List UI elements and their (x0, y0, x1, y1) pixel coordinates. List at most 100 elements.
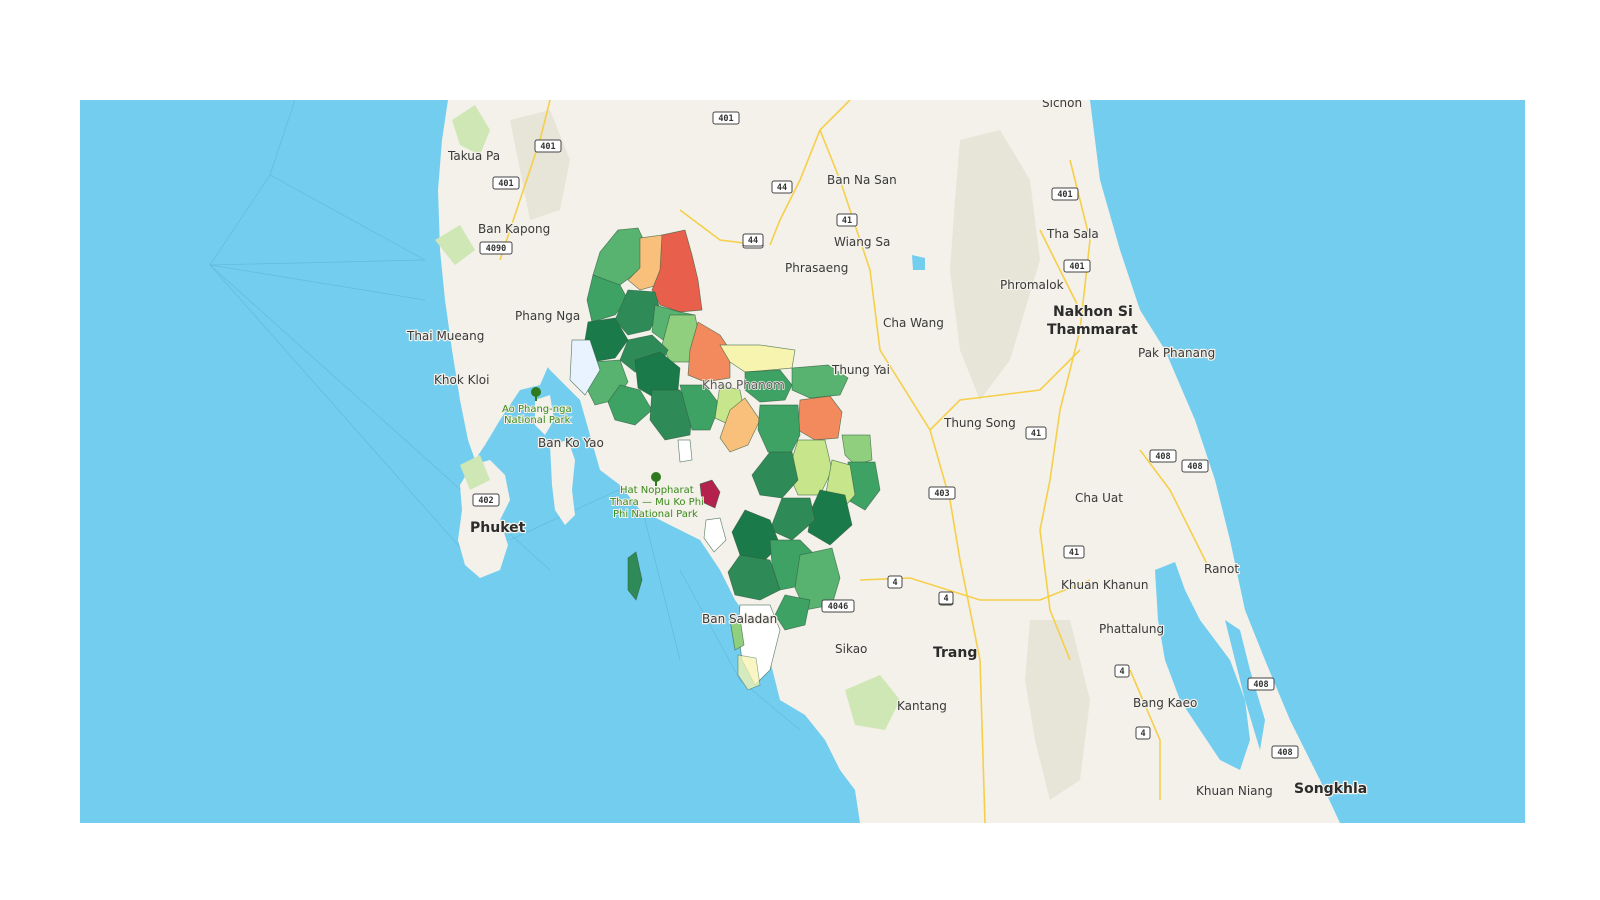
road-shield: 401 (492, 176, 520, 190)
road-shield: 44 (742, 233, 764, 247)
road-shield: 401 (534, 139, 562, 153)
road-shield-label: 44 (748, 236, 758, 246)
road-shield: 41 (1025, 426, 1047, 440)
place-label: Trang (933, 645, 977, 661)
place-label: Takua Pa (447, 149, 500, 163)
place-label: Ban Saladan (702, 612, 777, 626)
road-shield-label: 408 (1253, 680, 1268, 690)
place-label: Cha Wang (883, 316, 944, 330)
road-shield-label: 401 (498, 179, 513, 189)
park-areas (435, 105, 900, 730)
place-label: Phromalok (1000, 278, 1064, 292)
road-shield: 4 (887, 575, 903, 589)
place-label: Cha Uat (1075, 491, 1123, 505)
place-labels: Sichon Takua Pa Ban Na San Ban Kapong Wi… (405, 100, 1369, 799)
road-shield-label: 4 (892, 578, 897, 588)
map-svg[interactable]: Sichon Takua Pa Ban Na San Ban Kapong Wi… (80, 100, 1525, 823)
district-region[interactable] (719, 344, 796, 373)
place-label: Phattalung (1099, 622, 1164, 636)
road-shield-label: 403 (934, 489, 949, 499)
krabi-choropleth[interactable] (569, 227, 881, 691)
place-label: Ban Kapong (478, 222, 550, 236)
road-shield: 4 (1135, 726, 1151, 740)
road-shield-label: 41 (1069, 548, 1079, 558)
place-label: Khuan Niang (1196, 784, 1273, 798)
district-region[interactable] (607, 384, 653, 426)
district-region[interactable] (679, 384, 721, 431)
road-shields: 4014014014014014090444441444414034084084… (472, 111, 1299, 759)
place-label: Ban Na San (827, 173, 897, 187)
place-label: Khuan Khanun (1061, 578, 1149, 592)
road-shield: 408 (1149, 449, 1177, 463)
road-shield: 401 (1063, 259, 1091, 273)
road-shield: 41 (1063, 545, 1085, 559)
ko-yao-noi (535, 395, 554, 435)
district-region[interactable] (569, 339, 601, 396)
district-region[interactable] (719, 397, 761, 453)
road-shield-label: 4046 (828, 602, 848, 612)
district-region[interactable] (737, 654, 761, 691)
road-shield-label: 408 (1155, 452, 1170, 462)
place-label: Bang Kaeo (1133, 696, 1197, 710)
road-shield: 402 (472, 493, 500, 507)
map-canvas[interactable]: Sichon Takua Pa Ban Na San Ban Kapong Wi… (80, 100, 1525, 823)
road-shield: 408 (1181, 459, 1209, 473)
road-shield-label: 402 (478, 496, 493, 506)
road-shield: 401 (712, 111, 740, 125)
lake-outlet (1225, 620, 1265, 750)
district-region[interactable] (627, 551, 643, 601)
park-label-line: Phi National Park (613, 509, 698, 520)
road-shield: 4046 (821, 599, 855, 613)
ko-yao-island (550, 440, 575, 525)
road-shield-label: 41 (842, 216, 852, 226)
road-shield-label: 44 (777, 183, 787, 193)
songkhla-lake (1155, 562, 1250, 770)
place-label: Phuket (470, 520, 526, 536)
tree-icon (651, 472, 661, 486)
place-label: Sichon (1042, 100, 1082, 110)
road-shield-label: 4 (943, 594, 948, 604)
road-shield: 4090 (479, 241, 513, 255)
district-region[interactable] (649, 389, 693, 441)
district-region[interactable] (791, 364, 849, 399)
place-label: Thung Yai (831, 363, 890, 377)
road-shield-label: 4 (1119, 667, 1124, 677)
place-label: Khok Kloi (434, 373, 489, 387)
district-region[interactable] (774, 594, 811, 631)
west-peninsula (438, 100, 620, 460)
place-label: Thammarat (1047, 322, 1138, 338)
road-shield: 401 (1051, 187, 1079, 201)
road-shield-label: 41 (1031, 429, 1041, 439)
place-label: Pak Phanang (1138, 346, 1215, 360)
district-region[interactable] (651, 229, 703, 313)
district-region[interactable] (687, 321, 731, 383)
place-label: Songkhla (1294, 781, 1367, 797)
road-shield: 403 (928, 486, 956, 500)
place-label: Khao Phanom (702, 378, 785, 392)
road-shield-label: 4 (1140, 729, 1145, 739)
district-region[interactable] (703, 517, 727, 553)
road-shield-label: 4090 (486, 244, 506, 254)
road-shield-label: 408 (1187, 462, 1202, 472)
place-label: Thai Mueang (406, 329, 484, 343)
road-shield: 4 (938, 591, 954, 605)
roads (499, 100, 1211, 823)
road-shield: 41 (836, 213, 858, 227)
place-label: Nakhon Si (1053, 304, 1133, 320)
road-shield-label: 401 (540, 142, 555, 152)
district-region[interactable] (586, 274, 629, 323)
terrain-hints (510, 110, 1090, 800)
place-label: Phang Nga (515, 309, 580, 323)
place-label: Wiang Sa (834, 235, 890, 249)
road-shield: 408 (1247, 677, 1275, 691)
district-region[interactable] (729, 617, 745, 651)
district-region[interactable] (744, 369, 793, 403)
district-region[interactable] (727, 554, 781, 601)
park-label-line: Hat Noppharat (620, 485, 694, 496)
place-label: Phrasaeng (785, 261, 848, 275)
park-label-line: Ao Phang-nga (502, 404, 572, 415)
road-shield-label: 401 (1069, 262, 1084, 272)
district-region[interactable] (677, 439, 693, 463)
district-region[interactable] (699, 479, 721, 509)
road-shield: 4 (1114, 664, 1130, 678)
